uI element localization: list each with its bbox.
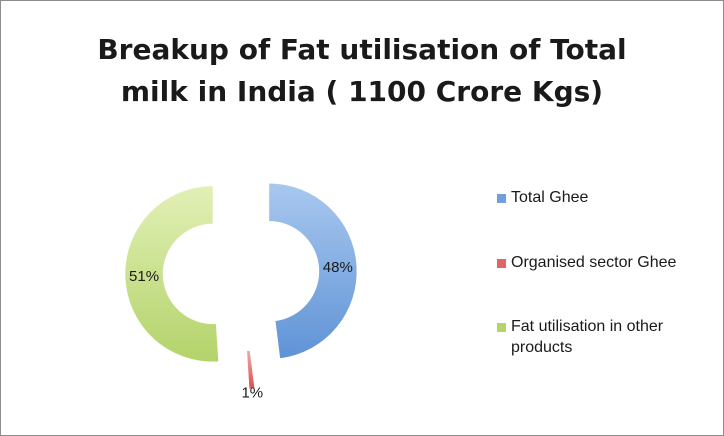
slice-total-ghee (268, 182, 358, 359)
legend-label-total-ghee: Total Ghee (511, 189, 589, 206)
legend-label-other-products: Fat utilisation in other products (511, 318, 664, 356)
legend-label-organised-sector-ghee: Organised sector Ghee (511, 254, 677, 271)
data-labels: 48% 1% 51% (129, 259, 353, 402)
chart-title-line-2: milk in India ( 1100 Crore Kgs) (120, 75, 604, 108)
legend: Total Ghee Organised sector Ghee Fat uti… (497, 187, 717, 358)
chart-title: Breakup of Fat utilisation of Total milk… (41, 29, 683, 113)
slice-other-products (124, 185, 219, 363)
slice-organised-sector-ghee (246, 350, 255, 389)
legend-item-other-products: Fat utilisation in other products (497, 316, 717, 358)
legend-item-organised-sector-ghee: Organised sector Ghee (497, 252, 717, 292)
data-label-other-products: 51% (129, 268, 159, 285)
data-label-total-ghee: 48% (323, 259, 353, 276)
data-label-organised-sector-ghee: 1% (241, 384, 263, 401)
legend-swatch-other-products (497, 323, 506, 332)
legend-swatch-organised-sector-ghee (497, 259, 506, 268)
chart-title-line-1: Breakup of Fat utilisation of Total (97, 33, 627, 66)
legend-item-total-ghee: Total Ghee (497, 187, 717, 227)
legend-swatch-total-ghee (497, 194, 506, 203)
doughnut-slices (124, 182, 358, 389)
